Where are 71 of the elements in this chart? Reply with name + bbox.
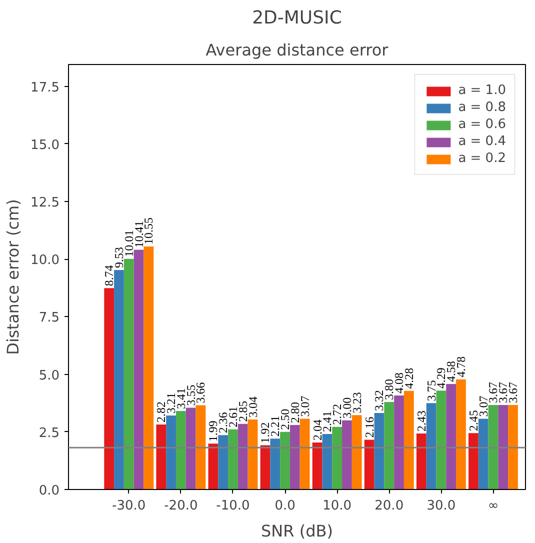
bar [290,425,300,490]
data-label: 9.53 [112,246,126,268]
bar [384,402,394,490]
bar [416,434,426,490]
bar [446,384,456,490]
bar [218,435,228,490]
bar [488,404,498,490]
y-tick-label: 12.5 [30,196,60,211]
bar [280,432,290,490]
x-tick-label: -20.0 [164,498,198,514]
bar [332,426,342,490]
y-tick-label: 15.0 [30,138,60,153]
bar [238,424,248,490]
bar [104,288,114,490]
bar [374,413,384,490]
legend-label: a = 1.0 [458,83,506,98]
bar [394,396,404,490]
bar [166,416,176,490]
bar [456,379,466,490]
bar [300,418,310,490]
bar [312,442,322,490]
y-tick-label: 2.5 [38,426,60,441]
data-label: 2.43 [414,410,428,432]
bar [208,444,218,490]
bar [404,390,414,490]
x-tick-label: 10.0 [322,498,352,514]
bar [228,429,238,490]
legend-label: a = 0.6 [458,117,506,132]
x-tick-label: 20.0 [374,498,404,514]
bar [478,418,488,490]
y-tick-label: 0.0 [38,484,60,498]
bar [260,445,270,490]
x-tick-label: -10.0 [216,498,250,514]
y-axis-title: Distance error (cm) [4,199,23,355]
legend-label: a = 0.8 [458,100,506,115]
x-axis-title: SNR (dB) [261,522,333,540]
bar [508,404,518,490]
bar [322,434,332,490]
legend-label: a = 0.2 [458,151,506,166]
bar [468,433,478,490]
y-tick-label: 7.5 [38,310,60,326]
bar [186,408,196,490]
y-tick-label: 17.5 [30,80,60,96]
data-label: 8.74 [102,265,116,286]
bar [134,250,144,490]
bar [124,258,134,490]
bar [114,270,124,490]
bar [426,403,436,490]
legend-label: a = 0.4 [458,134,506,149]
chart-title: 2D-MUSIC [252,8,342,28]
bar [498,404,508,490]
bar [196,405,206,490]
x-tick-label: -30.0 [112,498,146,514]
y-tick-label: 5.0 [38,368,60,384]
data-label: 2.16 [362,416,376,438]
bar [436,390,446,490]
bar [352,415,362,490]
bar [156,424,166,490]
bar [144,246,154,490]
bar [342,420,352,490]
bar [270,438,280,490]
x-tick-label: 30.0 [426,498,456,514]
x-tick-label: ∞ [488,498,499,514]
chart-subtitle: Average distance error [206,40,389,60]
data-label: 3.07 [298,396,312,417]
data-label: 3.55 [184,384,198,406]
y-tick-label: 10.0 [30,253,60,268]
bar [176,410,186,490]
bar [248,419,258,490]
x-tick-label: 0.0 [274,498,296,514]
bar [364,440,374,490]
